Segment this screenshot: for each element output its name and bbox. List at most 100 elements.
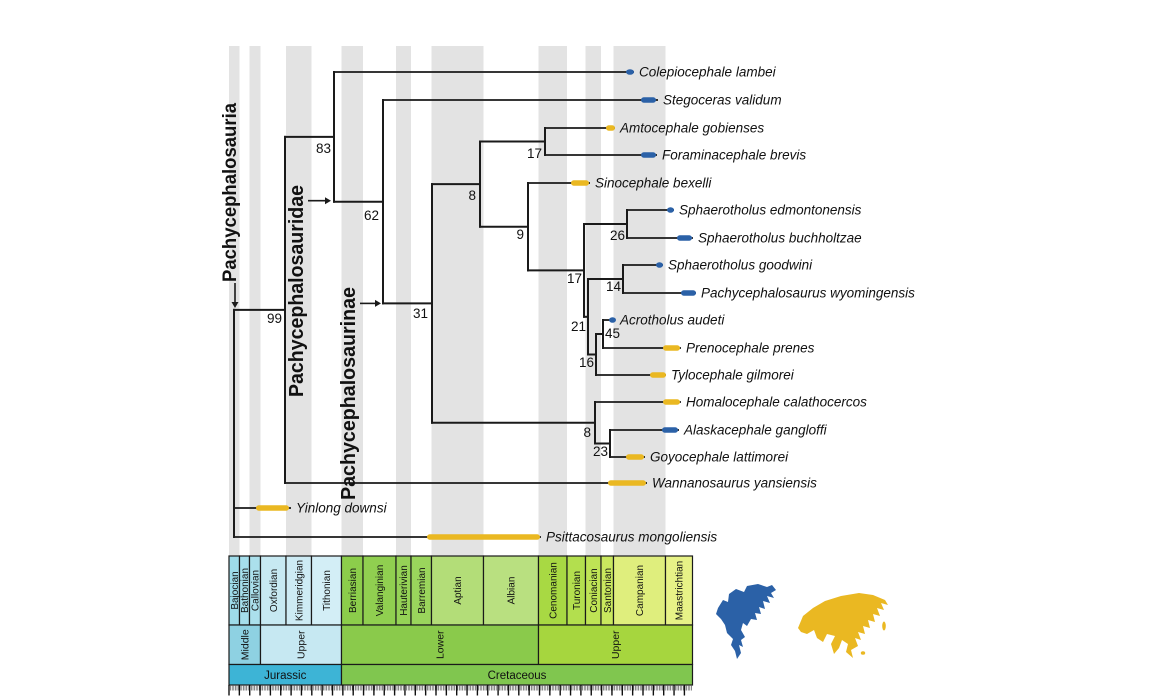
tip-occurrence-marker [677, 235, 692, 241]
tip-occurrence-marker [656, 262, 663, 268]
tip-occurrence-marker [608, 480, 646, 486]
taxon-label: Amtocephale gobienses [619, 121, 764, 136]
support-value: 17 [527, 146, 542, 161]
taxon-label: Sphaerotholus edmontonensis [679, 203, 862, 218]
support-value: 21 [571, 319, 586, 334]
tip-occurrence-marker [626, 69, 634, 75]
support-value: 16 [579, 355, 594, 370]
stage-label: Aptian [453, 576, 464, 604]
stage-stripe [286, 46, 312, 556]
asia-silhouette [798, 593, 888, 658]
taxon-label: Psittacosaurus mongoliensis [546, 530, 717, 545]
support-value: 26 [610, 228, 625, 243]
epoch-label: Upper [296, 630, 308, 659]
stage-label: Santonian [603, 568, 614, 613]
stage-label: Valanginian [375, 565, 386, 617]
north-america-map-icon [716, 584, 776, 659]
taxon-label: Prenocephale prenes [686, 341, 815, 356]
stage-stripe [538, 46, 567, 556]
clade-arrowhead [231, 302, 239, 308]
tip-occurrence-marker [662, 427, 678, 433]
stage-label: Coniacian [589, 568, 600, 612]
asia-map-icon [798, 593, 888, 658]
tip-occurrence-marker [663, 345, 680, 351]
stage-label: Albian [507, 577, 518, 605]
stage-label: Kimmeridgian [294, 560, 305, 621]
epoch-cell [537, 624, 694, 666]
support-value: 83 [316, 141, 331, 156]
stage-cell [362, 555, 397, 626]
stage-label: Berriasian [348, 568, 359, 613]
stage-stripe [396, 46, 411, 556]
stage-stripe [249, 46, 261, 556]
taxon-label: Colepiocephale lambei [639, 65, 777, 80]
tip-occurrence-marker [641, 97, 656, 103]
taxon-label: Wannanosaurus yansiensis [652, 476, 817, 491]
stage-label: Hauterivian [399, 565, 410, 616]
clade-label: Pachycephalosauria [219, 103, 241, 282]
stage-label: Campanian [635, 565, 646, 616]
support-value: 23 [593, 444, 608, 459]
support-value: 45 [605, 326, 620, 341]
stage-label: Oxfordian [269, 569, 280, 612]
stage-cell [612, 555, 667, 626]
stage-label: Maastrichtian [675, 561, 686, 620]
tip-occurrence-marker [606, 125, 615, 131]
epoch-label: Lower [435, 630, 447, 659]
taxon-label: Acrotholus audeti [619, 313, 725, 328]
epoch-label: Middle [239, 629, 251, 660]
taxon-label: Sphaerotholus goodwini [668, 258, 813, 273]
support-value: 99 [267, 311, 282, 326]
epoch-label: Upper [610, 630, 622, 659]
stage-stripe [431, 46, 484, 556]
stage-label: Turonian [572, 571, 583, 610]
clade-label: Pachycephalosauridae [285, 185, 308, 397]
stage-cell [537, 555, 568, 626]
tip-occurrence-marker [667, 207, 674, 213]
asia-islands [882, 621, 886, 631]
tip-occurrence-marker [427, 534, 540, 540]
stage-cell [310, 555, 343, 626]
tip-occurrence-marker [609, 317, 616, 323]
taxon-label: Sinocephale bexelli [595, 176, 712, 191]
stage-stripe [585, 46, 601, 556]
taxon-label: Alaskacephale gangloffi [683, 423, 828, 438]
stage-label: Barremian [417, 567, 428, 613]
tip-occurrence-marker [626, 454, 644, 460]
support-value: 14 [606, 279, 622, 294]
tip-occurrence-marker [681, 290, 696, 296]
period-label: Jurassic [264, 670, 306, 682]
support-value: 17 [567, 271, 582, 286]
tip-occurrence-marker [571, 180, 589, 186]
tip-occurrence-marker [650, 372, 666, 378]
taxon-label: Stegoceras validum [663, 93, 782, 108]
north-america-silhouette [716, 584, 776, 659]
taxon-label: Sphaerotholus buchholtzae [698, 231, 862, 246]
support-value: 8 [468, 188, 476, 203]
stage-label: Cenomanian [548, 562, 559, 619]
support-value: 31 [413, 306, 428, 321]
stage-label: Bajocian [230, 571, 241, 609]
taxon-label: Pachycephalosaurus wyomingensis [701, 286, 915, 301]
taxon-label: Goyocephale lattimorei [650, 450, 789, 465]
support-value: 8 [583, 425, 591, 440]
taxon-label: Foraminacephale brevis [662, 148, 806, 163]
support-value: 62 [364, 208, 379, 223]
stage-label: Callovian [251, 570, 262, 611]
period-label: Cretaceous [488, 670, 547, 682]
stage-label: Tithonian [322, 570, 333, 611]
tip-occurrence-marker [663, 399, 680, 405]
taxon-label: Yinlong downsi [296, 501, 388, 516]
stage-cell [664, 555, 694, 626]
taxon-label: Tylocephale gilmorei [671, 368, 795, 383]
clade-arrowhead [375, 299, 381, 307]
tip-occurrence-marker [641, 152, 656, 158]
clade-arrowhead [325, 197, 331, 205]
stage-stripe [341, 46, 363, 556]
asia-islands [860, 651, 866, 655]
tip-occurrence-marker [256, 505, 289, 511]
epoch-cell [340, 624, 540, 666]
stage-label: Bathonian [240, 568, 251, 613]
